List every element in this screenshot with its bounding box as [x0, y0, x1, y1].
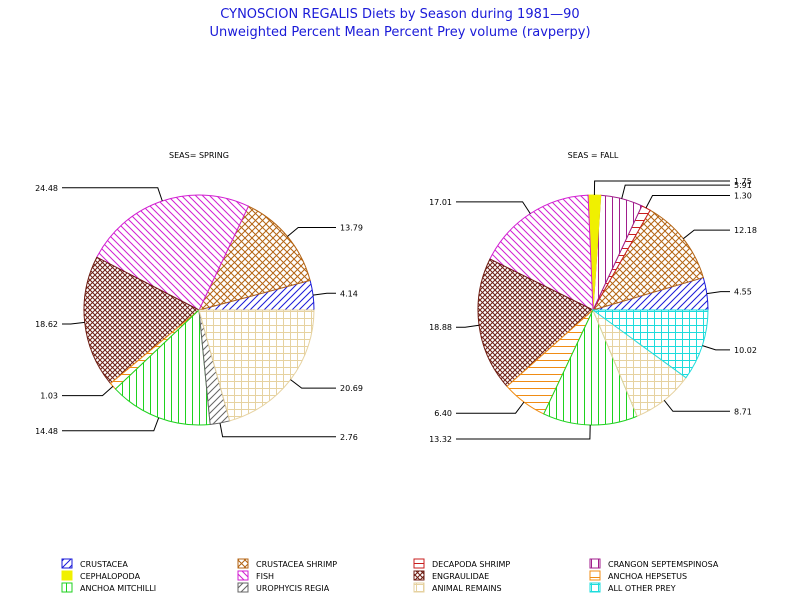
- legend-swatch: [237, 582, 249, 593]
- leader-line: [62, 321, 85, 325]
- legend-item-all-other-prey: ALL OTHER PREY: [589, 582, 676, 593]
- legend-swatch: [413, 570, 425, 581]
- slice-value-label: 18.88: [429, 323, 452, 332]
- slice-anchoa-mitchilli: [543, 308, 638, 426]
- legend-item-anchoa-hepsetus: ANCHOA HEPSETUS: [589, 570, 687, 581]
- chart-subtitle: Unweighted Percent Mean Percent Prey vol…: [209, 25, 590, 40]
- pie-seas-fall: SEAS = FALL 4.55 12.18 1.30 5.911.75 17.01 18.…: [429, 151, 757, 444]
- legend-item-crustacea: CRUSTACEA: [61, 558, 128, 569]
- leader-line: [62, 385, 114, 397]
- leader-line: [682, 229, 730, 240]
- slice-value-label: 12.18: [734, 226, 757, 235]
- slice-value-label: 5.91: [734, 181, 752, 190]
- slice-crustacea-shrimp: [591, 209, 704, 311]
- legend-label: CRUSTACEA: [80, 560, 128, 569]
- slice-value-label: 13.32: [429, 435, 452, 444]
- slice-value-label: 8.71: [734, 407, 752, 416]
- slice-value-label: 17.01: [429, 198, 452, 207]
- legend-label: ANIMAL REMAINS: [432, 584, 502, 593]
- slice-value-label: 4.55: [734, 288, 752, 297]
- slice-fish: [489, 194, 594, 311]
- legend-swatch: [413, 558, 425, 569]
- legend-item-crustacea-shrimp: CRUSTACEA SHRIMP: [237, 558, 337, 569]
- slice-engraulidae: [477, 258, 594, 388]
- leader-line: [62, 187, 163, 202]
- leader-line: [219, 423, 336, 438]
- legend-swatch: [61, 570, 73, 581]
- slice-fish: [96, 194, 250, 311]
- chart-title: CYNOSCION REGALIS Diets by Season during…: [220, 7, 579, 22]
- slice-value-label: 14.48: [35, 427, 58, 436]
- slice-value-label: 10.02: [734, 346, 757, 355]
- slice-animal-remains: [198, 309, 315, 422]
- legend-swatch: [589, 558, 601, 569]
- legend-label: ANCHOA HEPSETUS: [608, 572, 687, 581]
- leader-line: [702, 345, 730, 351]
- legend-swatch: [61, 582, 73, 593]
- leader-line: [287, 227, 336, 237]
- legend: CRUSTACEA CRUSTACEA SHRIMP DECAPODA SHRIMP…: [61, 558, 719, 593]
- slice-all-other-prey: [591, 309, 709, 379]
- pie-title: SEAS= SPRING: [169, 151, 229, 160]
- leader-line: [456, 324, 480, 328]
- pie-seas-spring: SEAS= SPRING 4.14 13.79 24.48 18.62 1.03 14.48…: [35, 151, 363, 442]
- legend-item-engraulidae: ENGRAULIDAE: [413, 570, 489, 581]
- leader-line: [621, 184, 730, 199]
- legend-label: UROPHYCIS REGIA: [256, 584, 330, 593]
- slice-value-label: 1.03: [40, 392, 58, 401]
- legend-label: CRANGON SEPTEMSPINOSA: [608, 560, 719, 569]
- leader-line: [593, 180, 730, 196]
- legend-label: CEPHALOPODA: [80, 572, 141, 581]
- legend-label: ALL OTHER PREY: [608, 584, 676, 593]
- leader-line: [456, 424, 591, 440]
- legend-item-crangon-septemspinosa: CRANGON SEPTEMSPINOSA: [589, 558, 719, 569]
- slice-value-label: 18.62: [35, 320, 58, 329]
- legend-swatch: [413, 582, 425, 593]
- leader-line: [663, 399, 730, 412]
- legend-swatch: [589, 582, 601, 593]
- legend-item-fish: FISH: [237, 570, 274, 581]
- legend-label: DECAPODA SHRIMP: [432, 560, 510, 569]
- leader-line: [62, 417, 160, 432]
- leader-line: [312, 292, 336, 296]
- slice-value-label: 1.75: [734, 177, 752, 186]
- legend-item-anchoa-mitchilli: ANCHOA MITCHILLI: [61, 582, 156, 593]
- legend-label: CRUSTACEA SHRIMP: [256, 560, 337, 569]
- pie-title: SEAS = FALL: [568, 151, 619, 160]
- slice-value-label: 20.69: [340, 384, 363, 393]
- legend-item-urophycis-regia: UROPHYCIS REGIA: [237, 582, 330, 593]
- leader-line: [706, 291, 730, 295]
- legend-swatch: [237, 570, 249, 581]
- slice-value-label: 24.48: [35, 184, 58, 193]
- leader-line: [645, 195, 730, 209]
- slice-value-label: 6.40: [434, 409, 452, 418]
- legend-swatch: [61, 558, 73, 569]
- legend-label: ANCHOA MITCHILLI: [80, 584, 156, 593]
- legend-label: ENGRAULIDAE: [432, 572, 489, 581]
- legend-swatch: [589, 570, 601, 581]
- leader-line: [456, 201, 531, 214]
- slice-value-label: 1.30: [734, 192, 752, 201]
- leader-line: [290, 379, 336, 389]
- leader-line: [456, 401, 525, 414]
- legend-item-animal-remains: ANIMAL REMAINS: [413, 582, 502, 593]
- pies-group: SEAS= SPRING 4.14 13.79 24.48 18.62 1.03 14.48…: [35, 151, 757, 444]
- legend-label: FISH: [256, 572, 274, 581]
- legend-item-cephalopoda: CEPHALOPODA: [61, 570, 141, 581]
- legend-swatch: [237, 558, 249, 569]
- slice-value-label: 13.79: [340, 224, 363, 233]
- slice-value-label: 4.14: [340, 289, 358, 298]
- legend-item-decapoda-shrimp: DECAPODA SHRIMP: [413, 558, 510, 569]
- slice-value-label: 2.76: [340, 433, 358, 442]
